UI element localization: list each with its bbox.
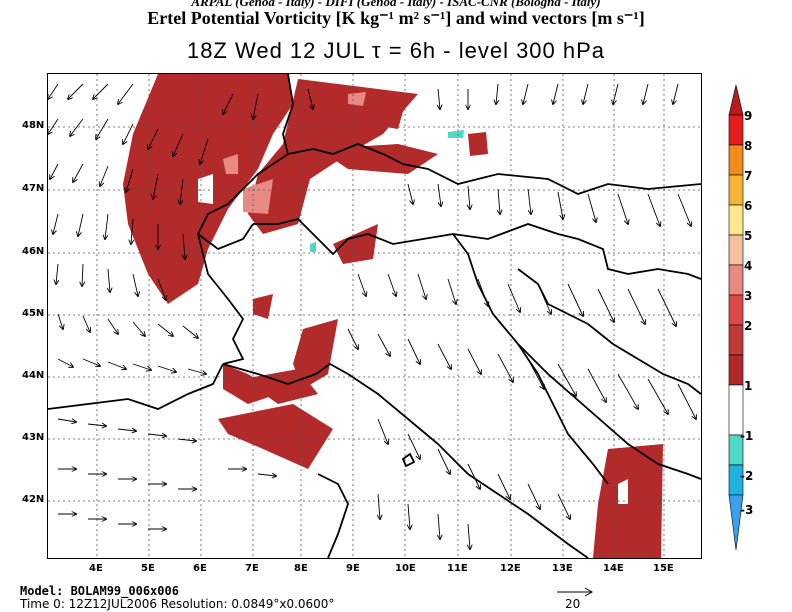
lat-label-46n: 46N [22, 246, 45, 257]
colorbar-label-m2: -2 [740, 469, 754, 483]
pv-negative-1 [448, 130, 464, 138]
coast-gulf-of-lion [48, 363, 224, 410]
lon-label-10e: 10E [395, 563, 416, 574]
colorbar-swatch-7 [728, 174, 744, 206]
colorbar-swatch-2 [728, 324, 744, 356]
lat-label-42n: 42N [22, 494, 45, 505]
border-france-switzerland [196, 74, 294, 251]
field-title: Ertel Potential Vorticity [K kg⁻¹ m² s⁻¹… [147, 8, 645, 28]
lat-label-48n: 48N [22, 120, 45, 131]
coast-adriatic-italy [452, 233, 701, 480]
italy-spine [517, 343, 609, 485]
pv-hole-1 [198, 174, 213, 204]
coast-ligurian [222, 362, 349, 385]
colorbar-label-5: 5 [744, 229, 753, 243]
colorbar-swatch-9 [728, 114, 744, 146]
colorbar-bottom-arrow [728, 494, 744, 551]
pv-shading [123, 74, 663, 558]
lon-label-4e: 4E [89, 563, 103, 574]
border-austria-slovenia [577, 238, 701, 280]
colorbar-swatch-5 [728, 234, 744, 266]
colorbar-label-6: 6 [744, 199, 753, 213]
model-label: Model: BOLAM99_006x006 [20, 584, 179, 598]
pv-hole-2 [618, 479, 628, 504]
pv-region-north-band [318, 144, 438, 174]
lon-label-12e: 12E [500, 563, 521, 574]
pv-region-sea-tongue [243, 369, 318, 404]
colorbar-label-m3: -3 [740, 503, 754, 517]
lon-label-15e: 15E [653, 563, 674, 574]
colorbar-label-m1: -1 [740, 429, 754, 443]
lat-label-47n: 47N [22, 183, 45, 194]
lon-label-5e: 5E [141, 563, 155, 574]
map-plot-area [47, 73, 702, 559]
colorbar-swatch-8 [728, 144, 744, 176]
pv-negative-2 [310, 242, 316, 252]
colorbar-top-arrow [728, 84, 744, 116]
lat-label-44n: 44N [22, 370, 45, 381]
colorbar-label-4: 4 [744, 259, 753, 273]
border-france-italy [197, 233, 245, 365]
colorbar [728, 84, 744, 551]
coast-tyrrhenian [347, 373, 589, 558]
pv-region-alps-blob [333, 224, 378, 264]
pv-region-po-valley [293, 319, 338, 389]
lat-label-45n: 45N [22, 308, 45, 319]
lon-label-13e: 13E [552, 563, 573, 574]
reference-vector-arrow [557, 587, 594, 597]
pv-region-corsica-north [218, 404, 333, 469]
pv-region-small-1 [253, 294, 273, 319]
colorbar-label-9: 9 [744, 109, 753, 123]
pv-high-3 [348, 92, 366, 106]
colorbar-label-1: 1 [744, 379, 753, 393]
colorbar-label-3: 3 [744, 289, 753, 303]
coast-corsica [317, 473, 349, 558]
valid-time-title: 18Z Wed 12 JUL τ = 6h - level 300 hPa [186, 38, 606, 63]
colorbar-swatch-4 [728, 264, 744, 296]
map-svg [48, 74, 701, 558]
colorbar-swatch-1 [728, 354, 744, 386]
reference-vector-label: 20 [565, 597, 581, 611]
lon-label-7e: 7E [245, 563, 259, 574]
colorbar-label-8: 8 [744, 139, 753, 153]
colorbar-label-7: 7 [744, 169, 753, 183]
pv-region-ne-blob [468, 132, 488, 156]
pv-shading-high [223, 92, 366, 214]
colorbar-label-2: 2 [744, 319, 753, 333]
lon-label-11e: 11E [447, 563, 468, 574]
lon-label-9e: 9E [346, 563, 360, 574]
colorbar-swatch-3 [728, 294, 744, 326]
institutions-header: ARPAL (Genoa - Italy) - DIFI (Genoa - It… [191, 0, 601, 9]
border-alps-north [287, 143, 701, 195]
coast-elba [401, 452, 416, 468]
lat-label-43n: 43N [22, 432, 45, 443]
lon-label-6e: 6E [193, 563, 207, 574]
pv-negative [310, 130, 464, 252]
pv-high-2 [223, 154, 238, 174]
coastlines-borders [48, 74, 701, 558]
pv-region-alps-east [363, 94, 408, 129]
time-resolution-label: Time 0: 12Z12JUL2006 Resolution: 0.0849°… [20, 597, 335, 611]
colorbar-swatch-0 [728, 384, 744, 436]
border-alps-south [253, 218, 579, 256]
wind-vectors [48, 83, 696, 549]
colorbar-swatch-6 [728, 204, 744, 236]
lon-label-8e: 8E [294, 563, 308, 574]
gridlines [48, 74, 701, 558]
lon-label-14e: 14E [603, 563, 624, 574]
coast-istria-croatia [517, 268, 701, 395]
pv-holes [198, 174, 628, 504]
pv-high-1 [243, 179, 273, 214]
